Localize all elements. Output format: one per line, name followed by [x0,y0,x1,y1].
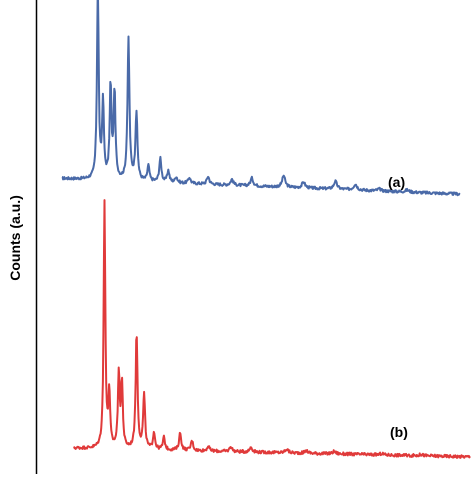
series-line-b [73,199,471,459]
series-layer: (a) (b) [61,0,471,459]
y-axis-label: Counts (a.u.) [7,195,23,281]
series-line-a [61,0,461,197]
series-label-a: (a) [388,174,405,190]
series-label-b: (b) [390,424,408,440]
